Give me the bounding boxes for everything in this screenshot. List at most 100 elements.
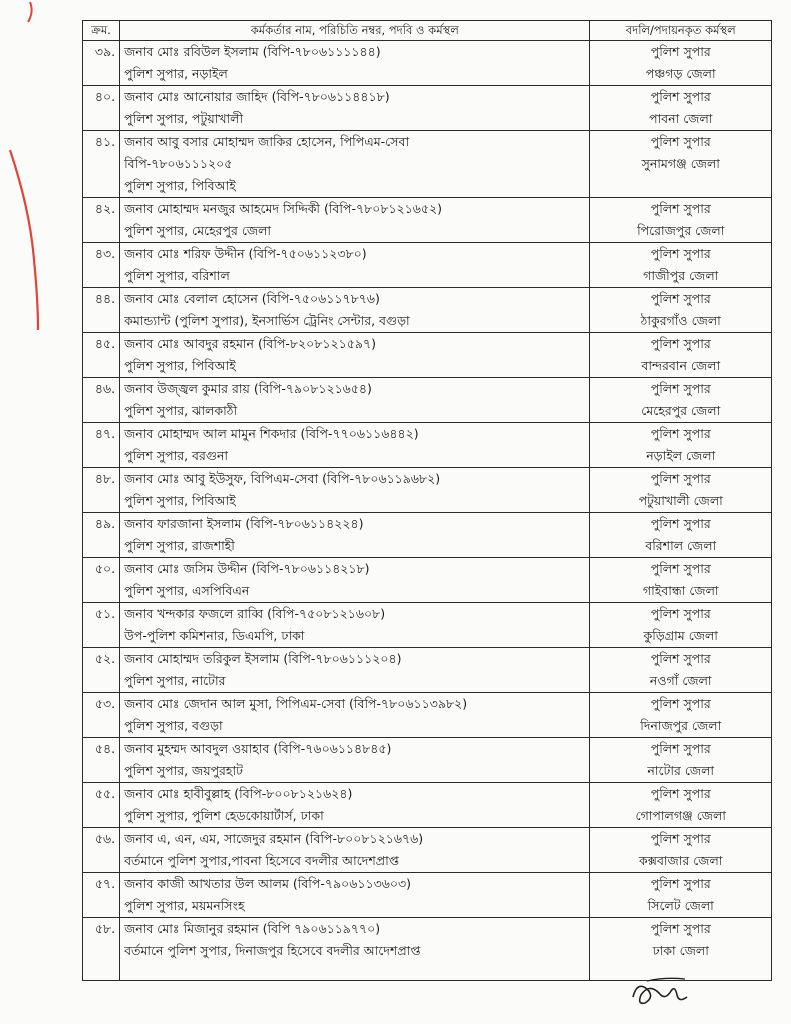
serial-cell: ৫৩. — [81, 692, 121, 738]
officer-cell: জনাব কাজী আখতার উল আলম (বিপি-৭৯০৬১১৩৬০৩)… — [119, 872, 591, 918]
posting-district: ঢাকা জেলা — [652, 943, 709, 958]
table-row: ৫৫. জনাব মোঃ হাবীবুল্লাহ (বিপি-৮০০৮১২১৬২৪… — [81, 782, 772, 828]
officer-cell: জনাব উজ্জ্বল কুমার রায় (বিপি-৭৯০৮১২১৬৫৪… — [119, 377, 591, 423]
posting-designation: পুলিশ সুপার — [650, 696, 711, 711]
officer-cell: জনাব মোঃ মিজানুর রহমান (বিপি ৭৯০৬১১৯৭৭০)… — [119, 917, 591, 981]
posting-designation: পুলিশ সুপার — [650, 291, 711, 306]
officer-cell: জনাব মোহাম্মদ আল মামুন শিকদার (বিপি-৭৭০৬… — [119, 422, 591, 468]
serial-number: ৫৭. — [94, 876, 116, 891]
officer-detail: বিপি-৭৮০৬১১১২০৫ — [124, 156, 233, 171]
posting-cell: পুলিশ সুপার গোপালগঞ্জ জেলা — [589, 782, 772, 828]
serial-number: ৪৪. — [94, 291, 116, 306]
table-row: ৪৪. জনাব মোঃ বেলাল হোসেন (বিপি-৭৫০৬১১৭৮৭৬… — [81, 287, 772, 333]
posting-designation: পুলিশ সুপার — [650, 246, 711, 261]
table-header-row: ক্রম. কর্মকর্তার নাম, পরিচিতি নম্বর, পদব… — [81, 20, 772, 41]
serial-cell: ৫৭. — [81, 872, 121, 918]
posting-cell: পুলিশ সুপার ঢাকা জেলা — [589, 917, 772, 981]
officer-detail: পুলিশ সুপার, পিবিআই — [124, 178, 236, 193]
table-row: ৫৩. জনাব মোঃ জেদান আল মুসা, পিপিএম-সেবা (… — [81, 692, 772, 738]
officer-cell: জনাব এ, এন, এম, সাজেদুর রহমান (বিপি-৮০০৮… — [119, 827, 591, 873]
table-row: ৫৬. জনাব এ, এন, এম, সাজেদুর রহমান (বিপি-৮… — [81, 827, 772, 873]
table-row: ৪৫. জনাব মোঃ আবদুর রহমান (বিপি-৮২০৮১২১৫৯৭… — [81, 332, 772, 378]
officer-detail: পুলিশ সুপার, ঝালকাঠী — [124, 403, 238, 418]
posting-district: কুড়িগ্রাম জেলা — [643, 628, 718, 643]
posting-cell: পুলিশ সুপার ঠাকুরগাঁও জেলা — [589, 287, 772, 333]
officer-cell: জনাব আবু বসার মোহাম্মদ জাকির হোসেন, পিপি… — [119, 130, 591, 198]
officer-name: জনাব মোঃ আবু ইউসুফ, বিপিএম-সেবা (বিপি-৭৮… — [124, 471, 441, 486]
officer-detail: পুলিশ সুপার, রাজশাহী — [124, 538, 235, 553]
posting-designation: পুলিশ সুপার — [650, 381, 711, 396]
posting-designation: পুলিশ সুপার — [650, 651, 711, 666]
officer-detail: পুলিশ সুপার, বরগুনা — [124, 448, 229, 463]
serial-cell: ৪৮. — [81, 467, 121, 513]
signature — [632, 977, 688, 1005]
table-row: ৫০. জনাব মোঃ জসিম উদ্দীন (বিপি-৭৮০৬১১৪২১৮… — [81, 557, 772, 603]
posting-designation: পুলিশ সুপার — [650, 561, 711, 576]
posting-designation: পুলিশ সুপার — [650, 876, 711, 891]
officer-detail: পুলিশ সুপার, এসপিবিএন — [124, 583, 250, 598]
posting-district: গাজীপুর জেলা — [643, 268, 719, 283]
posting-designation: পুলিশ সুপার — [650, 516, 711, 531]
posting-cell: পুলিশ সুপার সিলেট জেলা — [589, 872, 772, 918]
serial-cell: ৫৪. — [81, 737, 121, 783]
header-serial: ক্রম. — [81, 20, 121, 41]
officer-detail: পুলিশ সুপার, নড়াইল — [124, 66, 228, 81]
posting-designation: পুলিশ সুপার — [650, 134, 711, 149]
officer-name: জনাব মোঃ আবদুর রহমান (বিপি-৮২০৮১২১৫৯৭) — [124, 336, 377, 351]
officer-cell: জনাব মোঃ শরিফ উদ্দীন (বিপি-৭৫০৬১১২৩৮০) পু… — [119, 242, 591, 288]
officer-name: জনাব মোঃ রবিউল ইসলাম (বিপি-৭৮০৬১১১১৪৪) — [124, 44, 381, 59]
transfer-list-table: ক্রম. কর্মকর্তার নাম, পরিচিতি নম্বর, পদব… — [81, 20, 772, 981]
posting-cell: পুলিশ সুপার গাজীপুর জেলা — [589, 242, 772, 288]
officer-cell: জনাব মোঃ জসিম উদ্দীন (বিপি-৭৮০৬১১৪২১৮) পু… — [119, 557, 591, 603]
posting-cell: পুলিশ সুপার পিরোজপুর জেলা — [589, 197, 772, 243]
posting-cell: পুলিশ সুপার পঞ্চগড় জেলা — [589, 40, 772, 86]
officer-name: জনাব ফারজানা ইসলাম (বিপি-৭৮০৬১১৪২২৪) — [124, 516, 364, 531]
officer-name: জনাব আবু বসার মোহাম্মদ জাকির হোসেন, পিপি… — [124, 134, 410, 149]
table-row: ৪৩. জনাব মোঃ শরিফ উদ্দীন (বিপি-৭৫০৬১১২৩৮০… — [81, 242, 772, 288]
officer-detail: পুলিশ সুপার, মেহেরপুর জেলা — [124, 223, 272, 238]
posting-district: পঞ্চগড় জেলা — [645, 66, 716, 81]
officer-name: জনাব মোঃ মিজানুর রহমান (বিপি ৭৯০৬১১৯৭৭০) — [124, 921, 381, 936]
serial-cell: ৪১. — [81, 130, 121, 198]
table-row: ৫৪. জনাব মুহম্মদ আবদুল ওয়াহাব (বিপি-৭৬০৬… — [81, 737, 772, 783]
table-row: ৫৭. জনাব কাজী আখতার উল আলম (বিপি-৭৯০৬১১৩৬… — [81, 872, 772, 918]
officer-cell: জনাব মোহাম্মদ মনজুর আহমেদ সিদ্দিকী (বিপি… — [119, 197, 591, 243]
posting-cell: পুলিশ সুপার দিনাজপুর জেলা — [589, 692, 772, 738]
officer-name: জনাব মোঃ আনোয়ার জাহিদ (বিপি-৭৮০৬১১৪৪১৮) — [124, 89, 390, 104]
posting-designation: পুলিশ সুপার — [650, 786, 711, 801]
officer-name: জনাব মোহাম্মদ মনজুর আহমেদ সিদ্দিকী (বিপি… — [124, 201, 443, 216]
table-row: ৪২. জনাব মোহাম্মদ মনজুর আহমেদ সিদ্দিকী (ব… — [81, 197, 772, 243]
officer-detail: পুলিশ সুপার, বগুড়া — [124, 718, 223, 733]
serial-cell: ৪৬. — [81, 377, 121, 423]
officer-name: জনাব উজ্জ্বল কুমার রায় (বিপি-৭৯০৮১২১৬৫৪… — [124, 381, 372, 396]
serial-cell: ৪২. — [81, 197, 121, 243]
posting-district: পাবনা জেলা — [649, 111, 713, 126]
serial-number: ৪৭. — [94, 426, 116, 441]
serial-cell: ৫১. — [81, 602, 121, 648]
posting-cell: পুলিশ সুপার নড়াইল জেলা — [589, 422, 772, 468]
officer-detail: পুলিশ সুপার, বরিশাল — [124, 268, 230, 283]
serial-number: ৫৩. — [94, 696, 116, 711]
officer-cell: জনাব মোঃ রবিউল ইসলাম (বিপি-৭৮০৬১১১১৪৪) পু… — [119, 40, 591, 86]
posting-designation: পুলিশ সুপার — [650, 426, 711, 441]
serial-cell: ৫২. — [81, 647, 121, 693]
officer-name: জনাব মোহাম্মদ আল মামুন শিকদার (বিপি-৭৭০৬… — [124, 426, 419, 441]
posting-designation: পুলিশ সুপার — [650, 471, 711, 486]
serial-number: ৪২. — [94, 201, 116, 216]
officer-detail: পুলিশ সুপার, জয়পুরহাট — [124, 763, 243, 778]
posting-cell: পুলিশ সুপার কক্সবাজার জেলা — [589, 827, 772, 873]
officer-detail: কমান্ড্যান্ট (পুলিশ সুপার), ইনসার্ভিস ট্… — [124, 313, 410, 328]
serial-number: ৪৫. — [94, 336, 116, 351]
officer-cell: জনাব মোঃ আবু ইউসুফ, বিপিএম-সেবা (বিপি-৭৮… — [119, 467, 591, 513]
serial-cell: ৪৫. — [81, 332, 121, 378]
posting-district: নাটোর জেলা — [647, 763, 715, 778]
officer-cell: জনাব মোঃ হাবীবুল্লাহ (বিপি-৮০০৮১২১৬২৪) পু… — [119, 782, 591, 828]
posting-district: ঠাকুরগাঁও জেলা — [640, 313, 721, 328]
officer-name: জনাব মোঃ জসিম উদ্দীন (বিপি-৭৮০৬১১৪২১৮) — [124, 561, 370, 576]
posting-district: গাইবান্ধা জেলা — [642, 583, 719, 598]
posting-designation: পুলিশ সুপার — [650, 336, 711, 351]
posting-designation: পুলিশ সুপার — [650, 831, 711, 846]
table-row: ৪০. জনাব মোঃ আনোয়ার জাহিদ (বিপি-৭৮০৬১১৪৪… — [81, 85, 772, 131]
posting-cell: পুলিশ সুপার নওগাঁ জেলা — [589, 647, 772, 693]
officer-detail: পুলিশ সুপার, পটুয়াখালী — [124, 111, 244, 126]
